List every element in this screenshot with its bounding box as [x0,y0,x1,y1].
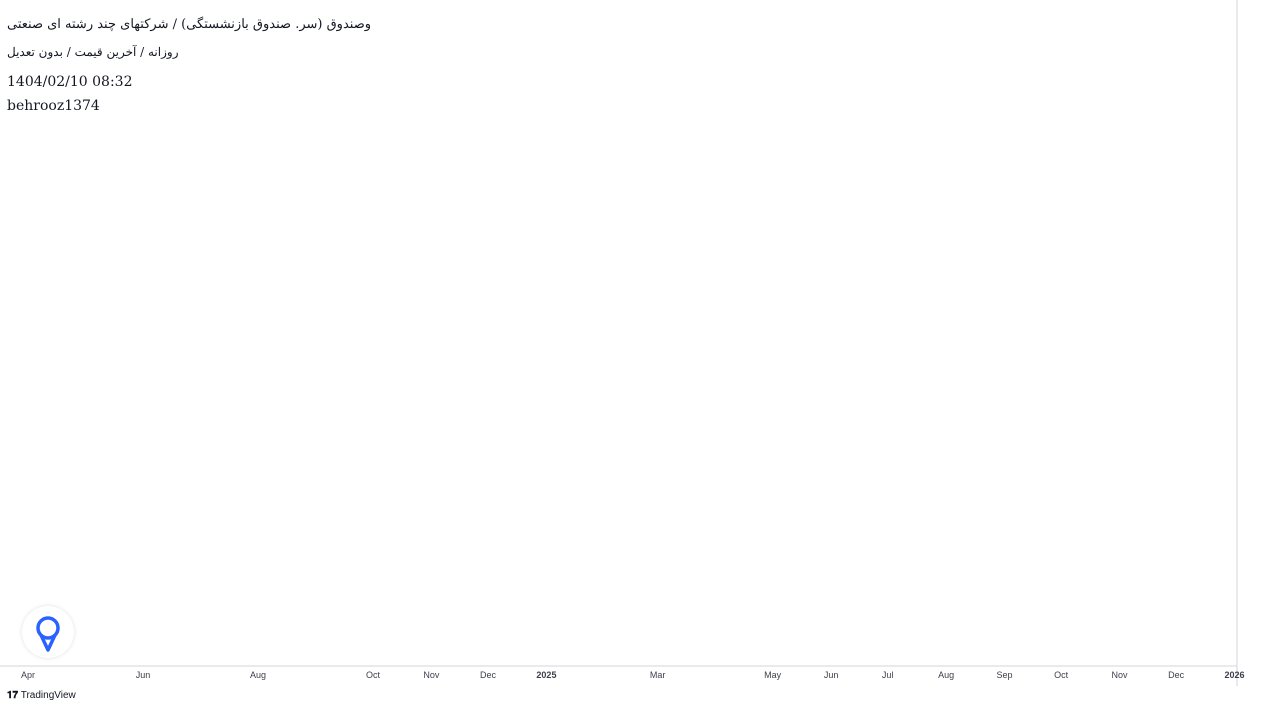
x-tick-label: Aug [250,670,266,680]
x-tick-label: Dec [1168,670,1185,680]
x-tick-label: 2026 [1225,670,1245,680]
publisher-logo[interactable] [22,606,74,658]
interval-label: روزانه / آخرین قیمت / بدون تعدیل [7,45,179,59]
x-tick-label: Oct [1054,670,1069,680]
x-tick-label: Jul [882,670,894,680]
plot-background [0,0,1237,666]
brand-label: TradingView [20,690,76,701]
x-tick-label: Apr [21,670,35,680]
x-tick-label: Sep [997,670,1013,680]
x-tick-label: Jun [136,670,151,680]
symbol-title: وصندوق (سر. صندوق بازنشستگی) / شرکتهای چ… [7,17,372,32]
location-pin-icon [36,616,60,652]
x-tick-label: Nov [423,670,440,680]
datetime-label: 1404/02/10 08:32 [7,74,133,90]
tradingview-brand[interactable]: 𝟏𝟕 TradingView [7,690,76,701]
x-tick-label: Aug [938,670,954,680]
tradingview-logo-icon: 𝟏𝟕 [7,690,19,701]
x-tick-label: Mar [650,670,666,680]
x-tick-label: Dec [480,670,497,680]
time-axis[interactable]: Apr Jun Aug Oct Nov Dec 2025 Mar May Jun Jul Aug Sep… [21,670,1245,680]
author-label: behrooz1374 [7,98,100,114]
x-tick-label: May [764,670,782,680]
x-tick-label: Oct [366,670,381,680]
x-tick-label: 2025 [536,670,556,680]
x-tick-label: Nov [1112,670,1129,680]
x-tick-label: Jun [824,670,839,680]
